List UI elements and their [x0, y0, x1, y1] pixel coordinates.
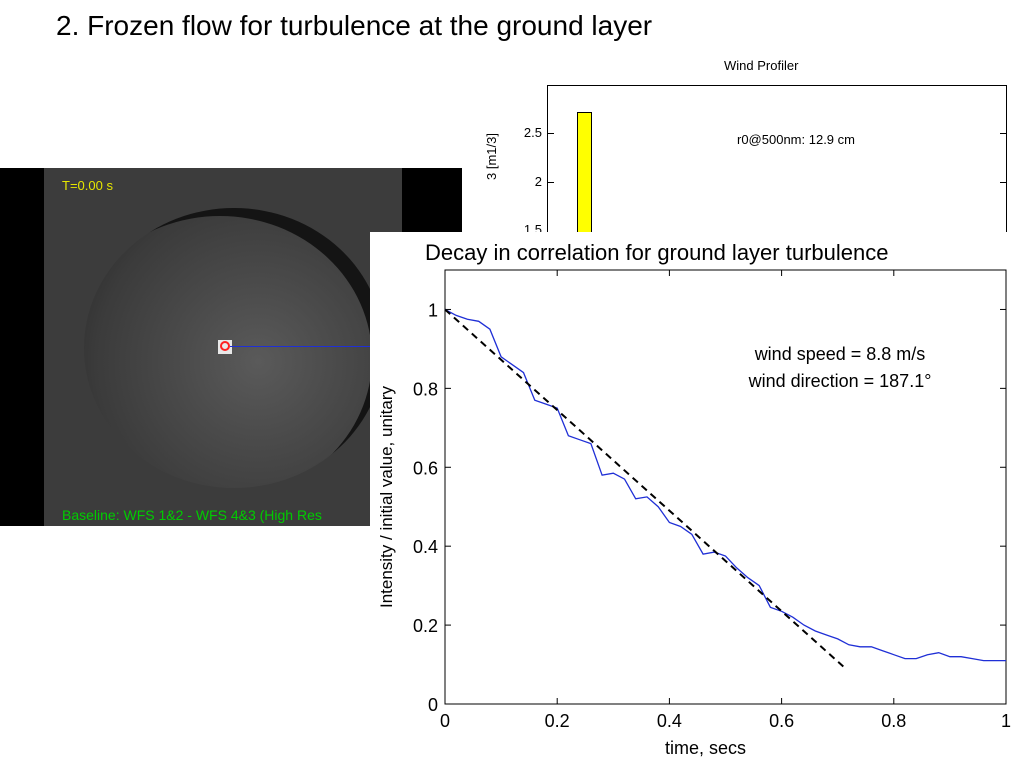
- annotation-wind-direction: wind direction = 187.1°: [748, 371, 932, 391]
- wfs-image-panel: T=0.00 s Baseline: WFS 1&2 - WFS 4&3 (Hi…: [44, 168, 402, 526]
- pupil-disk: [84, 208, 384, 488]
- y-tick-label: 0.8: [413, 379, 438, 399]
- x-tick-label: 0.6: [769, 711, 794, 731]
- fit-line: [444, 308, 844, 668]
- wp-tick-2: [548, 182, 554, 183]
- annotation-wind-speed: wind speed = 8.8 m/s: [754, 344, 926, 364]
- x-axis-label: time, secs: [665, 738, 746, 758]
- x-tick-label: 0.2: [545, 711, 570, 731]
- y-tick-label: 0.2: [413, 616, 438, 636]
- wp-rtick-2: [1000, 182, 1006, 183]
- measured-decay-line: [444, 308, 1006, 662]
- wind-profiler-title: Wind Profiler: [724, 58, 799, 73]
- y-tick-label: 1: [428, 300, 438, 320]
- x-tick-label: 0: [440, 711, 450, 731]
- correlation-chart: 0 0.2 0.4 0.6 0.8 1 0 0.2 0.4 0.6 0.8 1 time, secs In…: [377, 269, 1011, 758]
- slide-title: 2. Frozen flow for turbulence at the gro…: [56, 10, 653, 41]
- plot-frame: [444, 269, 1007, 705]
- wind-vector-line: [230, 346, 402, 347]
- baseline-label: Baseline: WFS 1&2 - WFS 4&3 (High Res: [62, 507, 322, 523]
- y-axis-label: Intensity / initial value, unitary: [377, 385, 396, 608]
- pupil-edge: [84, 208, 384, 488]
- wind-profiler-annotation: r0@500nm: 12.9 cm: [737, 132, 855, 147]
- wp-tick-2.5: [548, 133, 554, 134]
- wp-tick-label: 2: [534, 174, 542, 189]
- wp-rtick-2.5: [1000, 133, 1006, 134]
- wind-profiler-frame: [547, 85, 1007, 245]
- y-tick-label: 0: [428, 695, 438, 715]
- wind-profiler-ylabel: 3 [m1/3]: [484, 133, 499, 180]
- x-tick-label: 0.8: [881, 711, 906, 731]
- wp-tick-label: 2.5: [523, 125, 542, 140]
- peak-marker-icon: [220, 341, 230, 351]
- y-tick-label: 0.6: [413, 458, 438, 478]
- x-tick-label: 0.4: [657, 711, 682, 731]
- chart-title: Decay in correlation for ground layer tu…: [425, 240, 889, 265]
- wind-profiler-bar: [577, 112, 592, 252]
- y-tick-label: 0.4: [413, 537, 438, 557]
- time-label: T=0.00 s: [62, 178, 113, 193]
- x-tick-label: 1: [1001, 711, 1011, 731]
